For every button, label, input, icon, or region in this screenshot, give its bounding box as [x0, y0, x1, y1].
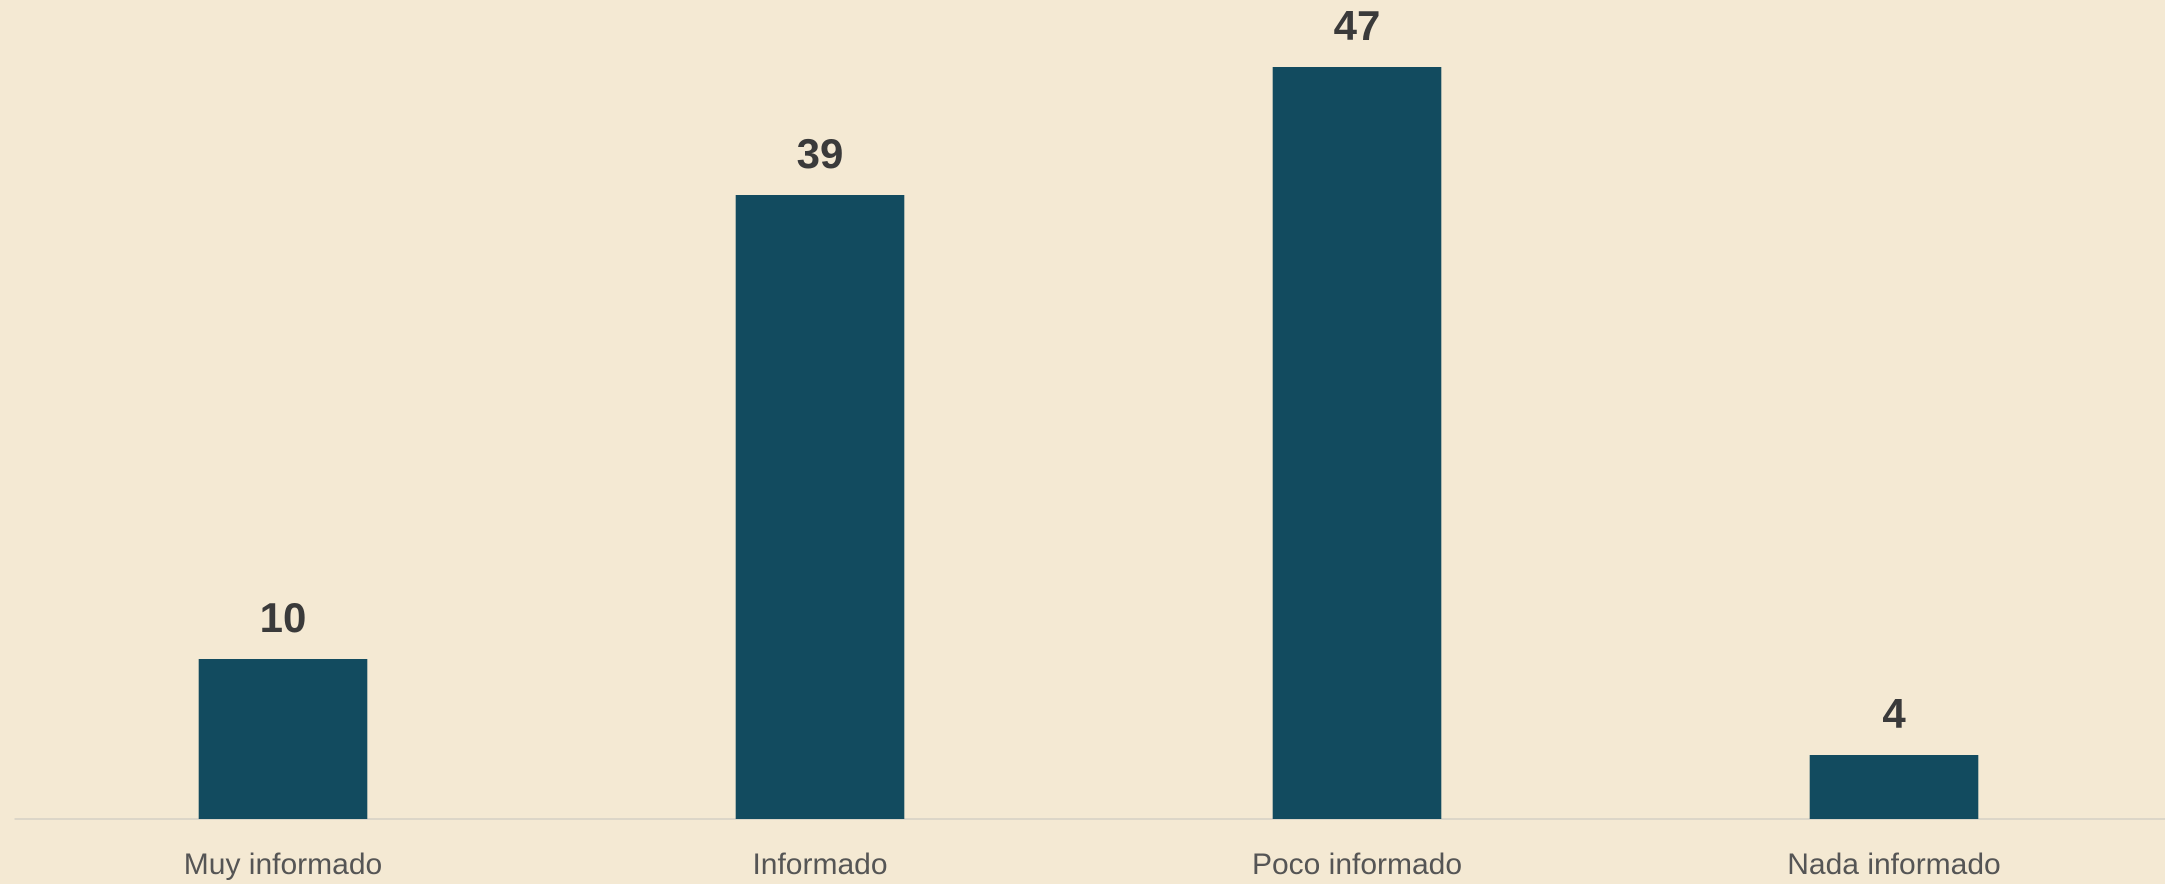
- value-label: 39: [797, 130, 844, 177]
- value-label: 47: [1334, 2, 1381, 49]
- bar: [1809, 755, 1979, 819]
- bar: [735, 195, 905, 819]
- x-tick-label: Nada informado: [1787, 848, 2000, 881]
- x-tick-label: Muy informado: [184, 848, 382, 881]
- x-tick-label: Informado: [752, 848, 887, 881]
- value-label: 10: [260, 594, 307, 641]
- bar: [198, 659, 368, 819]
- value-label: 4: [1882, 690, 1906, 737]
- x-tick-label: Poco informado: [1252, 848, 1462, 881]
- bar: [1272, 67, 1442, 819]
